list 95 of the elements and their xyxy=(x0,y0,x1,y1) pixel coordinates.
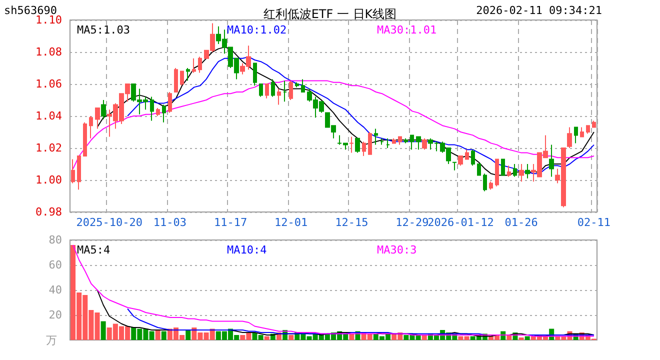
text: MA5:1.03 xyxy=(77,24,130,36)
candlestick xyxy=(192,58,196,74)
y-tick-label: 1.04 xyxy=(36,110,62,122)
y-tick-label: 60 xyxy=(48,258,62,272)
y-tick-label: 20 xyxy=(48,308,62,322)
candlestick xyxy=(180,70,184,86)
candlestick xyxy=(289,80,293,100)
candlestick xyxy=(283,80,287,102)
candlestick xyxy=(259,84,263,98)
candlestick xyxy=(574,126,578,144)
bar xyxy=(155,330,160,340)
y-tick-label: 80 xyxy=(48,234,62,246)
x-tick-label: 02-11 xyxy=(577,216,611,229)
line-series xyxy=(72,80,594,170)
text: MA5:4 xyxy=(77,244,110,256)
chart-title: 红利低波ETF 一 日K线图 xyxy=(263,7,397,21)
candlestick xyxy=(416,136,421,150)
candlestick xyxy=(410,134,414,150)
candlestick xyxy=(368,132,372,155)
candlestick xyxy=(592,120,596,128)
candlestick xyxy=(477,164,481,176)
candlestick xyxy=(549,144,554,178)
y-tick-label: 1.08 xyxy=(36,46,62,58)
candlestick xyxy=(174,68,178,92)
candlestick xyxy=(101,100,106,120)
bar xyxy=(506,335,512,340)
y-tick-label: 1.00 xyxy=(36,174,62,186)
bar xyxy=(524,336,530,340)
candlestick xyxy=(277,88,281,106)
candlestick xyxy=(580,126,584,138)
candlestick xyxy=(392,138,396,144)
candlestick xyxy=(471,149,475,166)
text: MA30:3 xyxy=(377,244,417,256)
candlestick xyxy=(83,122,87,156)
candlestick xyxy=(513,164,517,178)
bar xyxy=(100,321,106,340)
candlestick xyxy=(422,138,427,150)
bar xyxy=(161,331,166,340)
candlestick xyxy=(301,78,305,92)
candlestick xyxy=(156,108,160,116)
candlestick xyxy=(71,158,75,184)
candlestick xyxy=(404,138,408,144)
text: MA10:4 xyxy=(227,244,268,256)
candlestick xyxy=(150,96,154,122)
y-tick-label: 40 xyxy=(48,284,62,296)
candlestick xyxy=(452,162,457,171)
candlestick xyxy=(458,156,463,166)
candlestick xyxy=(567,126,572,148)
text: 2026-02-11 09:34:21 xyxy=(476,4,602,17)
x-tick-label: 2026-01-12 xyxy=(428,216,494,229)
bar xyxy=(288,335,294,340)
series-label: MA10:1.02 xyxy=(227,24,287,36)
bar xyxy=(264,336,270,340)
candlestick xyxy=(95,108,100,130)
x-tick-label: 12-15 xyxy=(335,216,368,229)
candlestick xyxy=(519,164,524,182)
bar xyxy=(186,330,191,340)
x-tick-label: 11-03 xyxy=(153,216,187,229)
candlestick xyxy=(349,136,354,154)
x-tick-label: 11-17 xyxy=(214,216,248,229)
candlestick xyxy=(295,82,299,88)
candlestick xyxy=(362,141,366,156)
candlestick xyxy=(168,92,172,114)
candlestick xyxy=(380,138,384,146)
x-tick-label: 01-26 xyxy=(504,216,538,229)
y-tick-label: 0.98 xyxy=(36,206,62,218)
candlestick xyxy=(355,138,360,154)
candlestick xyxy=(162,104,166,123)
candlestick xyxy=(507,165,511,178)
y-tick-label: 1.06 xyxy=(36,78,62,90)
candlestick xyxy=(253,62,257,86)
candlestick xyxy=(398,136,402,146)
candlestick xyxy=(198,56,202,74)
candlestick xyxy=(186,68,190,82)
candlestick xyxy=(525,164,530,179)
x-tick-label: 12-01 xyxy=(274,216,308,229)
y-axis-title: 万 xyxy=(46,334,57,347)
candlestick xyxy=(265,84,269,99)
candlestick xyxy=(489,181,493,190)
candlestick xyxy=(386,138,390,148)
candlestick xyxy=(374,128,378,146)
candlestick xyxy=(501,158,505,176)
candlestick xyxy=(77,156,81,190)
candlestick xyxy=(483,173,487,192)
y-tick-label: 1.02 xyxy=(36,142,62,154)
candlestick xyxy=(495,158,499,187)
candlestick xyxy=(271,78,275,98)
bar xyxy=(422,335,427,340)
text: MA30:1.01 xyxy=(377,24,437,36)
candlestick xyxy=(586,125,590,134)
x-tick-label: 12-29 xyxy=(396,216,429,229)
line-series xyxy=(72,244,594,337)
candlestick xyxy=(89,116,93,139)
candlestick xyxy=(465,149,469,160)
x-tick-label: 2025-10-20 xyxy=(76,216,142,229)
